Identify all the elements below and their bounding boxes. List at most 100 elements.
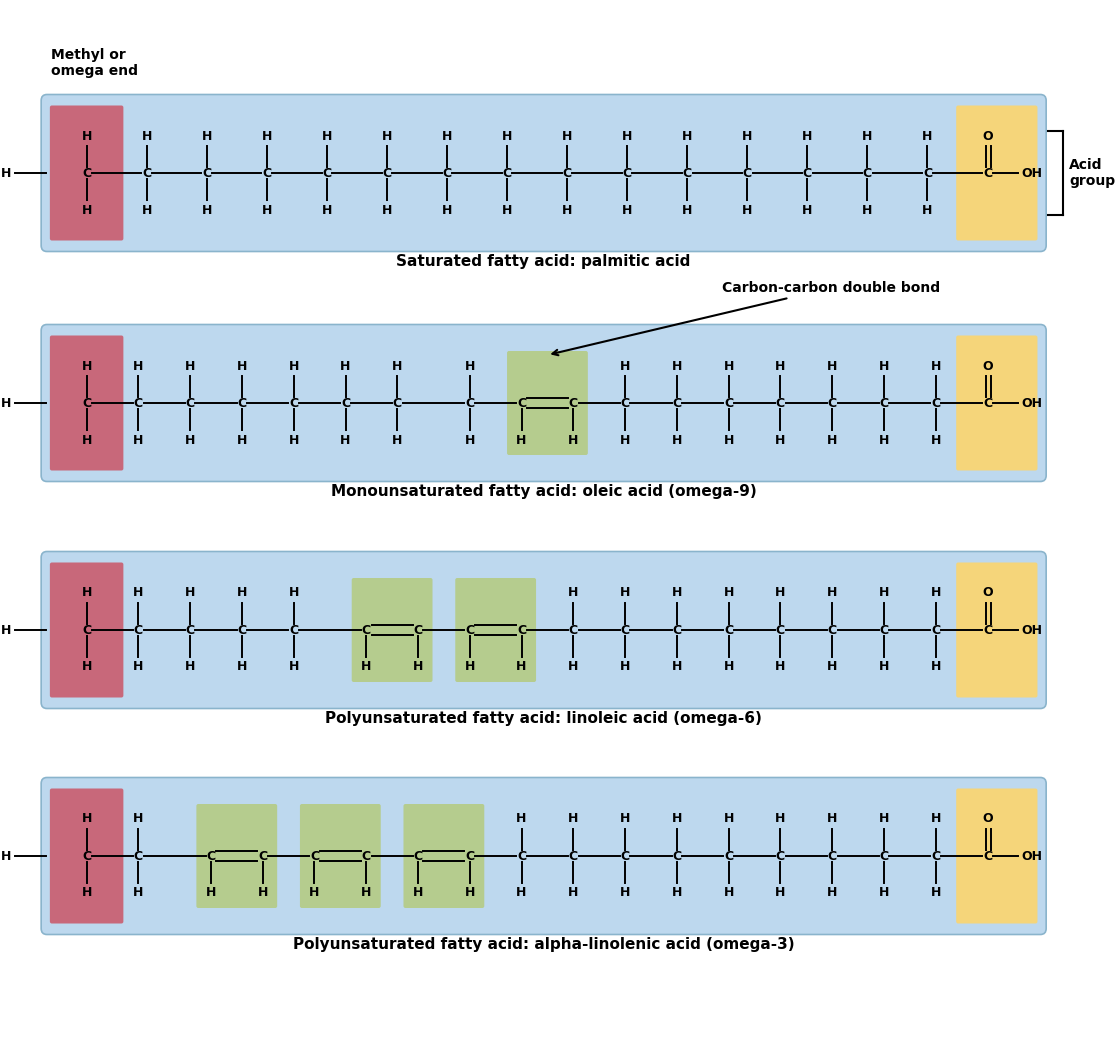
Text: C: C [517, 849, 527, 863]
Text: H: H [465, 660, 475, 674]
Text: H: H [184, 434, 196, 446]
Text: C: C [827, 849, 836, 863]
Text: C: C [983, 397, 992, 410]
Text: H: H [775, 660, 786, 674]
Text: C: C [931, 624, 940, 636]
Text: C: C [672, 849, 682, 863]
Text: H: H [340, 434, 351, 446]
Text: H: H [568, 586, 578, 600]
Text: H: H [568, 660, 578, 674]
FancyBboxPatch shape [956, 789, 1038, 924]
Text: H: H [288, 586, 299, 600]
Text: H: H [288, 660, 299, 674]
Text: H: H [672, 886, 682, 900]
Text: H: H [930, 886, 941, 900]
Text: H: H [237, 434, 247, 446]
Text: H: H [742, 203, 752, 217]
Text: H: H [930, 586, 941, 600]
Text: C: C [443, 166, 452, 180]
Text: C: C [562, 166, 571, 180]
Text: H: H [619, 660, 631, 674]
Text: H: H [392, 359, 402, 373]
Text: C: C [776, 624, 785, 636]
Text: H: H [465, 359, 475, 373]
Text: H: H [322, 203, 332, 217]
Text: H: H [262, 130, 272, 142]
Text: H: H [82, 130, 92, 142]
Text: H: H [262, 203, 272, 217]
Text: H: H [672, 660, 682, 674]
Text: H: H [930, 660, 941, 674]
Text: H: H [619, 359, 631, 373]
Text: C: C [724, 624, 733, 636]
FancyBboxPatch shape [50, 106, 123, 241]
Text: H: H [723, 586, 733, 600]
FancyBboxPatch shape [50, 563, 123, 698]
Text: H: H [879, 660, 889, 674]
Text: C: C [82, 166, 92, 180]
FancyBboxPatch shape [352, 578, 433, 682]
Text: H: H [672, 813, 682, 825]
Text: C: C [414, 624, 423, 636]
FancyBboxPatch shape [41, 777, 1046, 934]
FancyBboxPatch shape [41, 325, 1046, 482]
Text: C: C [923, 166, 932, 180]
Text: H: H [1, 397, 11, 410]
Text: H: H [827, 886, 837, 900]
Text: H: H [827, 660, 837, 674]
Text: H: H [775, 813, 786, 825]
Text: O: O [983, 130, 993, 142]
Text: Methyl or
omega end: Methyl or omega end [50, 48, 138, 78]
Text: H: H [930, 359, 941, 373]
Text: C: C [742, 166, 752, 180]
Text: OH: OH [1022, 849, 1043, 863]
Text: H: H [930, 434, 941, 446]
Text: H: H [206, 886, 216, 900]
Text: H: H [723, 813, 733, 825]
Text: C: C [186, 397, 195, 410]
FancyBboxPatch shape [50, 789, 123, 924]
Text: H: H [1, 624, 11, 636]
Text: H: H [133, 813, 143, 825]
Text: C: C [290, 624, 299, 636]
Text: C: C [569, 397, 578, 410]
FancyBboxPatch shape [455, 578, 536, 682]
Text: C: C [82, 624, 92, 636]
Text: O: O [983, 586, 993, 600]
Text: H: H [184, 586, 196, 600]
Text: H: H [82, 813, 92, 825]
FancyBboxPatch shape [956, 335, 1038, 470]
Text: C: C [724, 397, 733, 410]
Text: H: H [442, 130, 452, 142]
Text: H: H [827, 434, 837, 446]
Text: C: C [465, 624, 474, 636]
Text: H: H [82, 886, 92, 900]
Text: H: H [517, 660, 527, 674]
Text: C: C [672, 397, 682, 410]
Text: C: C [258, 849, 267, 863]
Text: Monounsaturated fatty acid: oleic acid (omega-9): Monounsaturated fatty acid: oleic acid (… [331, 484, 757, 498]
Text: C: C [983, 849, 992, 863]
Text: H: H [142, 130, 152, 142]
Text: C: C [880, 397, 889, 410]
Text: C: C [263, 166, 272, 180]
Text: C: C [931, 849, 940, 863]
Text: C: C [569, 849, 578, 863]
Text: C: C [322, 166, 331, 180]
Text: H: H [82, 586, 92, 600]
Text: C: C [237, 624, 246, 636]
FancyBboxPatch shape [956, 563, 1038, 698]
Text: H: H [133, 434, 143, 446]
Text: C: C [382, 166, 391, 180]
FancyBboxPatch shape [956, 106, 1038, 241]
Text: H: H [413, 886, 424, 900]
Text: H: H [879, 586, 889, 600]
Text: H: H [775, 359, 786, 373]
Text: H: H [442, 203, 452, 217]
Text: C: C [310, 849, 319, 863]
Text: H: H [288, 434, 299, 446]
Text: H: H [184, 660, 196, 674]
Text: H: H [723, 886, 733, 900]
Text: C: C [361, 849, 371, 863]
Text: OH: OH [1022, 166, 1043, 180]
